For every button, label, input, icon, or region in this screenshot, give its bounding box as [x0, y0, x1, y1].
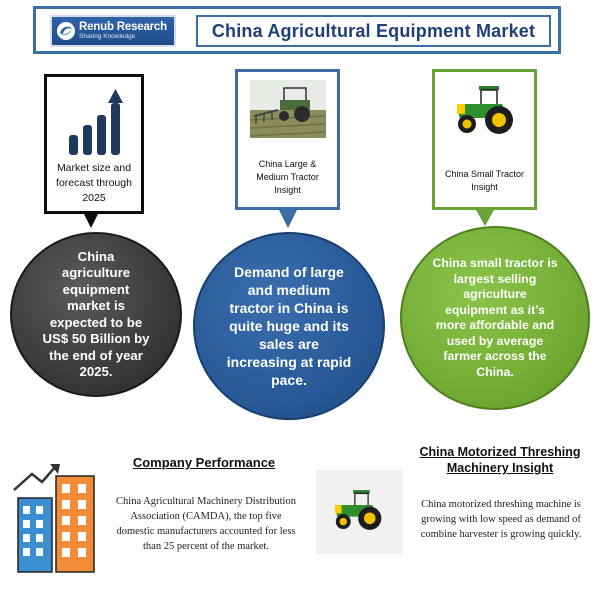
card-large-medium-tractor: China Large & Medium Tractor Insight [235, 69, 340, 210]
large-tractor-circle: Demand of large and medium tractor in Ch… [193, 232, 385, 420]
threshing-text: China motorized threshing machine is gro… [420, 499, 582, 540]
tractor-field-image [250, 80, 326, 138]
green-tractor-image [457, 86, 513, 134]
threshing-title: China Motorized Threshing Machinery Insi… [419, 445, 581, 475]
card-label: Market size and forecast through 2025 [56, 162, 132, 204]
threshing-image-frame [316, 470, 402, 554]
logo-tagline: Sharing Knowledge [79, 33, 136, 40]
card-label: China Small Tractor Insight [444, 169, 525, 192]
title-box: China Agricultural Equipment Market [196, 15, 551, 47]
down-arrow-icon [476, 210, 494, 226]
circle-text: China small tractor is largest selling a… [432, 256, 558, 379]
circle-text: China agriculture equipment market is ex… [42, 248, 150, 380]
renub-logo: Renub Research Sharing Knowledge [50, 15, 176, 47]
buildings-growth-icon [13, 464, 95, 573]
circle-text: Demand of large and medium tractor in Ch… [226, 264, 352, 388]
small-tractor-circle: China small tractor is largest selling a… [400, 226, 590, 410]
down-arrow-icon [84, 214, 98, 228]
company-performance-title: Company Performance [132, 455, 276, 470]
card-label: China Large & Medium Tractor Insight [256, 159, 319, 195]
green-tractor-image [334, 490, 382, 530]
page-title: China Agricultural Equipment Market [211, 20, 536, 41]
card-small-tractor: China Small Tractor Insight [432, 69, 537, 210]
down-arrow-icon [279, 210, 297, 228]
logo-name: Renub Research [79, 20, 167, 33]
header-banner: Renub Research Sharing Knowledge China A… [33, 6, 561, 54]
company-performance-text: China Agricultural Machinery Distributio… [116, 496, 296, 552]
card-market-size: Market size and forecast through 2025 [44, 74, 144, 214]
logo-swirl-icon [57, 22, 75, 40]
market-size-circle: China agriculture equipment market is ex… [10, 232, 182, 397]
bar-chart-growth-icon [69, 89, 123, 155]
